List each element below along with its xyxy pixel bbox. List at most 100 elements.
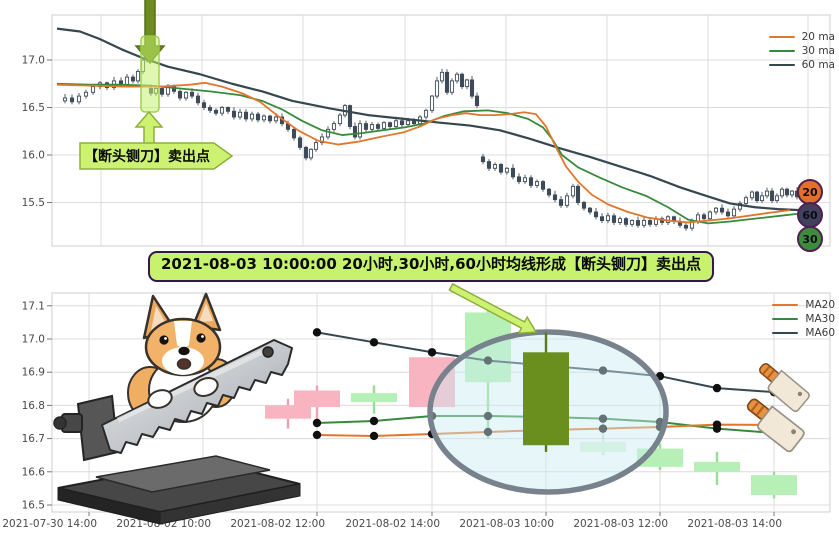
corgi-left-paw bbox=[147, 389, 173, 409]
y-tick-label: 15.5 bbox=[22, 197, 45, 209]
corgi-right-eye bbox=[196, 333, 206, 343]
ma30-line bbox=[316, 415, 795, 438]
legend-item-ma30: MA30 bbox=[740, 312, 835, 326]
y-tick-label: 16.0 bbox=[22, 150, 45, 162]
bottom-chart: 2021-07-30 14:00 2021-08-02 10:00 2021-08-… bbox=[2, 282, 831, 530]
ma20-line bbox=[316, 423, 795, 437]
legend-label: MA30 bbox=[805, 313, 835, 325]
ma60-line bbox=[316, 331, 793, 397]
corgi-nose bbox=[178, 346, 190, 356]
ma-marker bbox=[712, 383, 722, 393]
legend-item-20ma: 20 ma bbox=[740, 30, 835, 44]
y-tick-label: 17.0 bbox=[22, 334, 45, 346]
corgi-right-eye-glint bbox=[201, 335, 204, 338]
ma-marker bbox=[483, 356, 493, 365]
ma-marker bbox=[427, 348, 437, 357]
top-chart: 17.0 16.5 16.0 15.5 【断头铡刀】卖出点 bbox=[22, 0, 831, 247]
ma-marker bbox=[712, 420, 722, 429]
ma-marker bbox=[369, 431, 379, 441]
top-chart-legend: 20 ma 30 ma 60 ma bbox=[740, 30, 835, 72]
sell-callout bbox=[79, 142, 234, 170]
corgi-mouth bbox=[176, 358, 192, 370]
y-tick-label: 17.1 bbox=[22, 300, 45, 312]
cleaver-icon bbox=[746, 398, 805, 453]
legend-item-ma60: MA60 bbox=[740, 326, 835, 340]
ma-marker bbox=[312, 430, 322, 440]
y-tick-label: 16.8 bbox=[22, 400, 45, 412]
legend-label: 60 ma bbox=[801, 59, 835, 71]
legend-swatch bbox=[768, 35, 795, 39]
corgi-left-eye-glint bbox=[164, 337, 167, 340]
signal-banner: 2021-08-03 10:00:00 20小时,30小时,60小时均线形成【断… bbox=[148, 251, 714, 282]
ma-marker bbox=[598, 424, 608, 433]
legend-item-60ma: 60 ma bbox=[740, 58, 835, 72]
legend-item-ma20: MA20 bbox=[740, 298, 835, 312]
bottom-chart-legend: MA20 MA30 MA60 bbox=[740, 298, 835, 340]
legend-label: MA60 bbox=[805, 327, 835, 339]
sell-point-annotation: 【断头铡刀】卖出点 bbox=[79, 0, 234, 170]
y-tick-label: 16.9 bbox=[22, 367, 45, 379]
x-tick-label: 2021-08-03 12:00 bbox=[573, 518, 668, 530]
ma20-end-badge: 20 bbox=[797, 179, 823, 205]
corgi-guillotine-illustration bbox=[53, 292, 301, 525]
bottom-plot-border bbox=[51, 292, 831, 513]
legend-swatch bbox=[768, 63, 795, 67]
ma60-line bbox=[56, 27, 801, 212]
ma20-line bbox=[56, 81, 791, 224]
ma30-end-badge: 30 bbox=[797, 226, 823, 252]
candle bbox=[751, 471, 797, 499]
candle bbox=[694, 451, 740, 486]
legend-label: 30 ma bbox=[801, 45, 835, 57]
ma-marker bbox=[369, 338, 379, 347]
corgi-blaze bbox=[174, 321, 192, 348]
x-tick-label: 2021-08-02 12:00 bbox=[230, 518, 325, 530]
signal-candle bbox=[523, 332, 569, 452]
cleaver-icon bbox=[759, 363, 810, 413]
candle bbox=[265, 398, 311, 429]
ma-marker bbox=[312, 418, 322, 428]
ma60-end-badge: 60 bbox=[797, 202, 823, 228]
corgi-right-ear-inner bbox=[199, 303, 213, 322]
ma-marker bbox=[483, 427, 493, 437]
corgi-left-eye bbox=[159, 335, 169, 345]
y-tick-label: 16.6 bbox=[22, 466, 46, 478]
blade-shine bbox=[116, 349, 264, 423]
x-tick-label: 2021-07-30 14:00 bbox=[2, 518, 97, 530]
banner-arrow-icon bbox=[448, 282, 538, 335]
top-candles bbox=[62, 56, 800, 231]
legend-label: 20 ma bbox=[801, 31, 835, 43]
legend-item-30ma: 30 ma bbox=[740, 44, 835, 58]
candle bbox=[523, 332, 569, 452]
legend-swatch bbox=[772, 331, 799, 335]
y-tick-label: 16.5 bbox=[22, 500, 45, 512]
y-tick-label: 17.0 bbox=[22, 55, 45, 67]
x-tick-label: 2021-08-03 10:00 bbox=[459, 518, 554, 530]
legend-swatch bbox=[772, 303, 799, 307]
legend-swatch bbox=[768, 49, 795, 53]
ma-marker bbox=[598, 366, 608, 375]
x-tick-label: 2021-08-02 14:00 bbox=[345, 518, 440, 530]
candle bbox=[294, 385, 340, 422]
top-plot-border bbox=[51, 14, 831, 247]
candle bbox=[351, 385, 397, 414]
ma-marker bbox=[598, 414, 608, 423]
hinge-knob bbox=[53, 416, 67, 430]
corgi-right-paw bbox=[193, 377, 219, 397]
y-tick-label: 16.5 bbox=[22, 102, 45, 114]
platform-side bbox=[159, 483, 301, 525]
platform-deck bbox=[95, 455, 271, 493]
ma30-line bbox=[56, 82, 798, 225]
ma-marker bbox=[483, 411, 493, 421]
x-tick-label: 2021-08-02 10:00 bbox=[116, 518, 211, 530]
blade-hole bbox=[262, 346, 274, 358]
sell-callout-label: 【断头铡刀】卖出点 bbox=[84, 148, 210, 165]
legend-swatch bbox=[772, 317, 799, 321]
guillotine-blade bbox=[101, 339, 293, 454]
y-tick-label: 16.7 bbox=[22, 433, 45, 445]
ma-marker bbox=[369, 416, 379, 426]
ma-marker bbox=[312, 328, 322, 337]
x-tick-label: 2021-08-03 14:00 bbox=[687, 518, 782, 530]
legend-label: MA20 bbox=[805, 299, 835, 311]
